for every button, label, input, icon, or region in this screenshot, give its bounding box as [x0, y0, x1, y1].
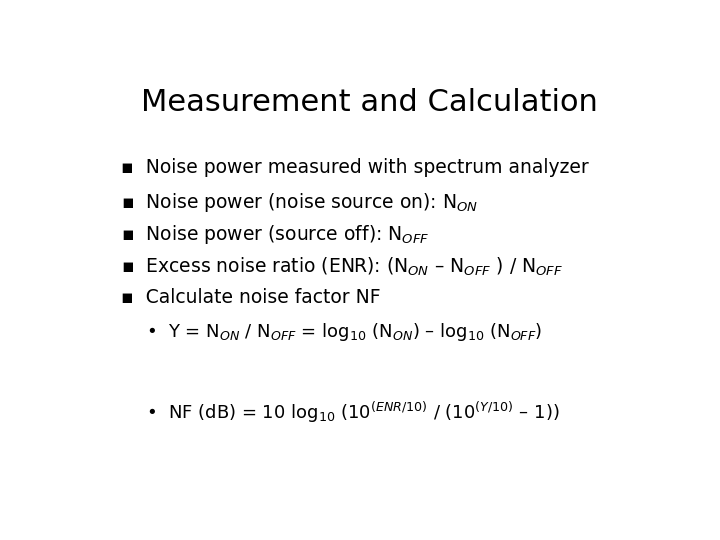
Text: ▪  Noise power (noise source on): N$_{ON}$: ▪ Noise power (noise source on): N$_{ON}… — [121, 191, 478, 214]
Text: ▪  Noise power measured with spectrum analyzer: ▪ Noise power measured with spectrum ana… — [121, 158, 588, 177]
Text: ▪  Noise power (source off): N$_{OFF}$: ▪ Noise power (source off): N$_{OFF}$ — [121, 223, 429, 246]
Text: ▪  Calculate noise factor NF: ▪ Calculate noise factor NF — [121, 288, 380, 307]
Text: •  Y = N$_{ON}$ / N$_{OFF}$ = log$_{10}$ (N$_{ON}$) – log$_{10}$ (N$_{OFF}$): • Y = N$_{ON}$ / N$_{OFF}$ = log$_{10}$ … — [145, 321, 542, 342]
Text: Measurement and Calculation: Measurement and Calculation — [140, 87, 598, 117]
Text: ▪  Excess noise ratio (ENR): (N$_{ON}$ – N$_{OFF}$ ) / N$_{OFF}$: ▪ Excess noise ratio (ENR): (N$_{ON}$ – … — [121, 255, 563, 278]
Text: •  NF (dB) = 10 log$_{10}$ (10$^{(ENR/10)}$ / (10$^{(Y/10)}$ – 1)): • NF (dB) = 10 log$_{10}$ (10$^{(ENR/10)… — [145, 400, 559, 425]
